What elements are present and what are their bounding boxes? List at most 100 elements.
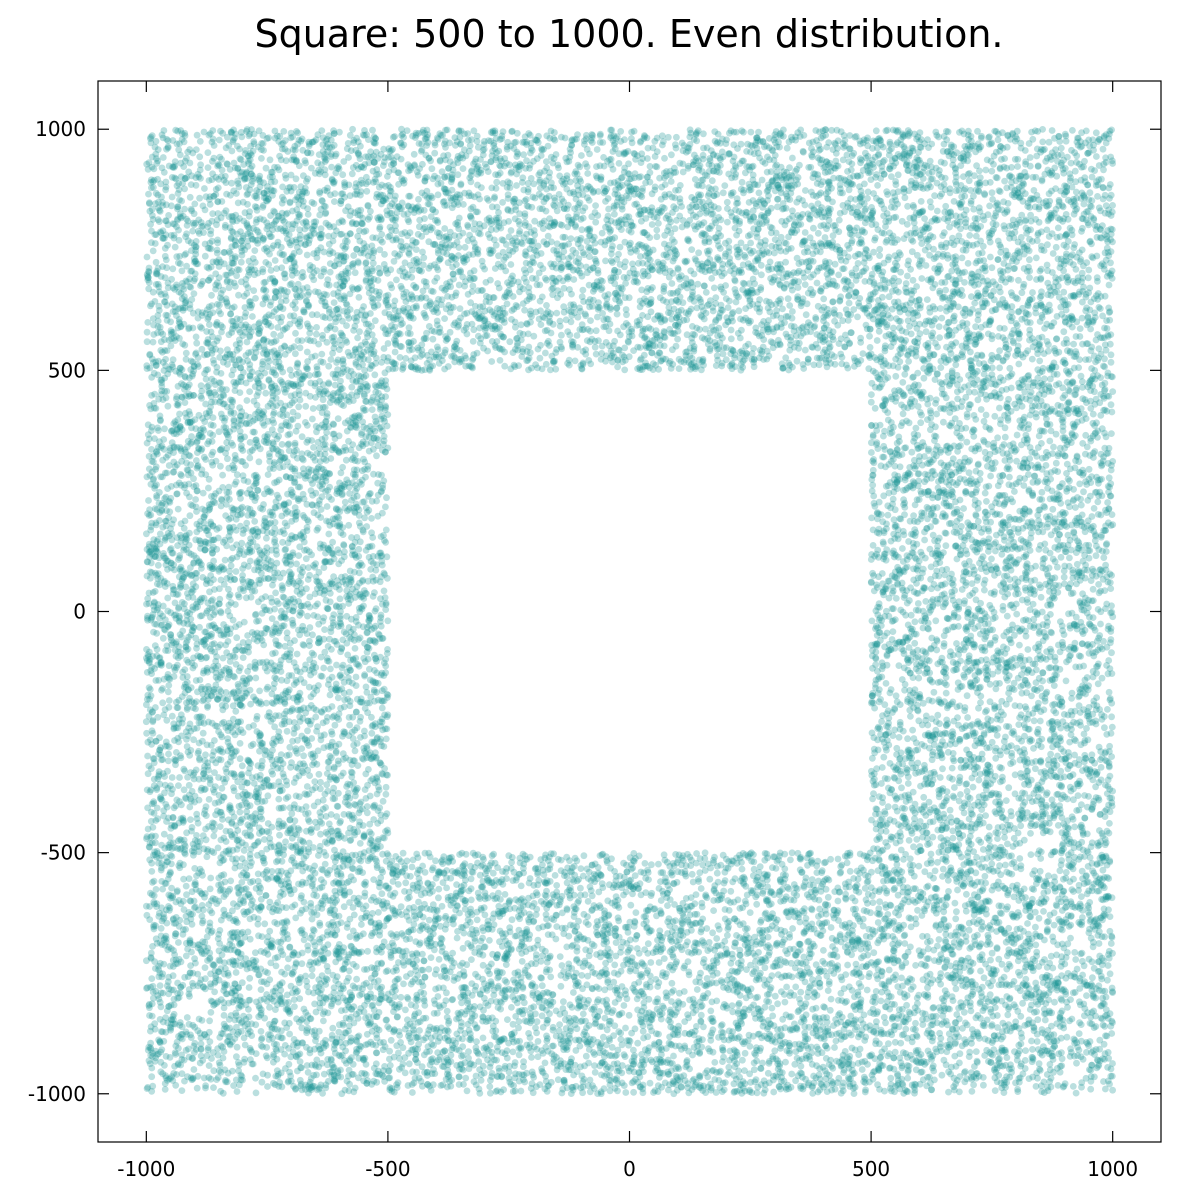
data-point bbox=[592, 202, 599, 210]
data-point bbox=[808, 859, 816, 867]
data-point bbox=[438, 935, 446, 943]
data-point bbox=[371, 371, 379, 379]
data-point bbox=[992, 914, 1000, 922]
data-point bbox=[1045, 819, 1053, 827]
data-point bbox=[570, 891, 578, 899]
data-point bbox=[339, 171, 347, 179]
data-point bbox=[148, 1073, 156, 1081]
data-point bbox=[332, 742, 340, 750]
data-point bbox=[579, 1089, 586, 1097]
data-point bbox=[961, 279, 968, 286]
data-point bbox=[485, 197, 492, 204]
data-point bbox=[478, 184, 485, 192]
data-point bbox=[353, 975, 360, 983]
data-point bbox=[1092, 872, 1099, 880]
data-point bbox=[471, 274, 478, 282]
data-point bbox=[1015, 308, 1022, 316]
data-point bbox=[302, 402, 310, 410]
data-point bbox=[600, 1033, 607, 1041]
data-point bbox=[386, 1074, 394, 1082]
data-point bbox=[909, 169, 916, 177]
data-point bbox=[453, 934, 461, 942]
data-point bbox=[1093, 274, 1101, 282]
data-point bbox=[601, 949, 609, 957]
data-point bbox=[843, 948, 851, 955]
data-point bbox=[897, 268, 904, 276]
data-point bbox=[577, 884, 584, 892]
data-point bbox=[977, 967, 984, 975]
data-point bbox=[682, 352, 690, 360]
data-point bbox=[724, 931, 731, 939]
data-point bbox=[315, 231, 323, 239]
data-point bbox=[424, 131, 432, 139]
data-point bbox=[911, 1080, 918, 1088]
data-point bbox=[326, 598, 334, 606]
data-point bbox=[405, 324, 413, 331]
data-point bbox=[965, 469, 973, 477]
data-point bbox=[444, 1083, 451, 1091]
data-point bbox=[253, 998, 260, 1006]
data-point bbox=[1002, 1001, 1009, 1009]
data-point bbox=[709, 929, 716, 937]
data-point bbox=[906, 323, 913, 330]
data-point bbox=[167, 839, 174, 847]
data-point bbox=[203, 853, 211, 861]
data-point bbox=[196, 138, 204, 145]
data-point bbox=[622, 1089, 630, 1096]
data-point bbox=[156, 412, 164, 420]
data-point bbox=[162, 1074, 170, 1082]
data-point bbox=[426, 366, 434, 374]
data-point bbox=[521, 306, 528, 314]
data-point bbox=[326, 470, 333, 477]
data-point bbox=[822, 1028, 830, 1035]
data-point bbox=[972, 1048, 980, 1055]
data-point bbox=[1051, 878, 1059, 886]
data-point bbox=[1085, 704, 1093, 711]
data-point bbox=[1027, 564, 1035, 572]
data-point bbox=[1045, 138, 1053, 146]
data-point bbox=[339, 863, 347, 870]
data-point bbox=[200, 453, 208, 461]
data-point bbox=[770, 276, 777, 284]
data-point bbox=[402, 1006, 409, 1014]
data-point bbox=[636, 210, 644, 218]
data-point bbox=[961, 192, 969, 200]
data-point bbox=[798, 1041, 806, 1049]
data-point bbox=[262, 389, 270, 397]
data-point bbox=[537, 321, 545, 328]
data-point bbox=[909, 726, 916, 734]
data-point bbox=[1077, 950, 1085, 958]
data-point bbox=[286, 183, 294, 191]
data-point bbox=[159, 634, 167, 642]
data-point bbox=[348, 949, 356, 956]
data-point bbox=[149, 338, 157, 346]
data-point bbox=[288, 834, 296, 842]
data-point bbox=[824, 893, 832, 901]
data-point bbox=[595, 888, 603, 896]
data-point bbox=[724, 1071, 732, 1078]
data-point bbox=[923, 296, 931, 303]
data-point bbox=[910, 164, 918, 171]
data-point bbox=[772, 1072, 780, 1079]
data-point bbox=[556, 317, 564, 325]
data-point bbox=[910, 843, 917, 851]
data-point bbox=[1019, 416, 1027, 423]
data-point bbox=[753, 202, 760, 210]
data-point bbox=[373, 452, 380, 460]
data-point bbox=[916, 409, 924, 416]
data-point bbox=[239, 572, 247, 579]
data-point bbox=[486, 937, 493, 944]
data-point bbox=[421, 192, 429, 199]
data-point bbox=[664, 1056, 672, 1064]
data-point bbox=[172, 914, 180, 921]
data-point bbox=[908, 448, 916, 456]
data-point bbox=[477, 937, 485, 945]
data-point bbox=[383, 1016, 390, 1024]
data-point bbox=[1013, 585, 1021, 593]
data-point bbox=[1100, 554, 1108, 561]
data-point bbox=[379, 797, 387, 805]
data-point bbox=[892, 178, 899, 185]
data-point bbox=[892, 266, 900, 273]
data-point bbox=[274, 164, 281, 171]
data-point bbox=[699, 355, 707, 363]
